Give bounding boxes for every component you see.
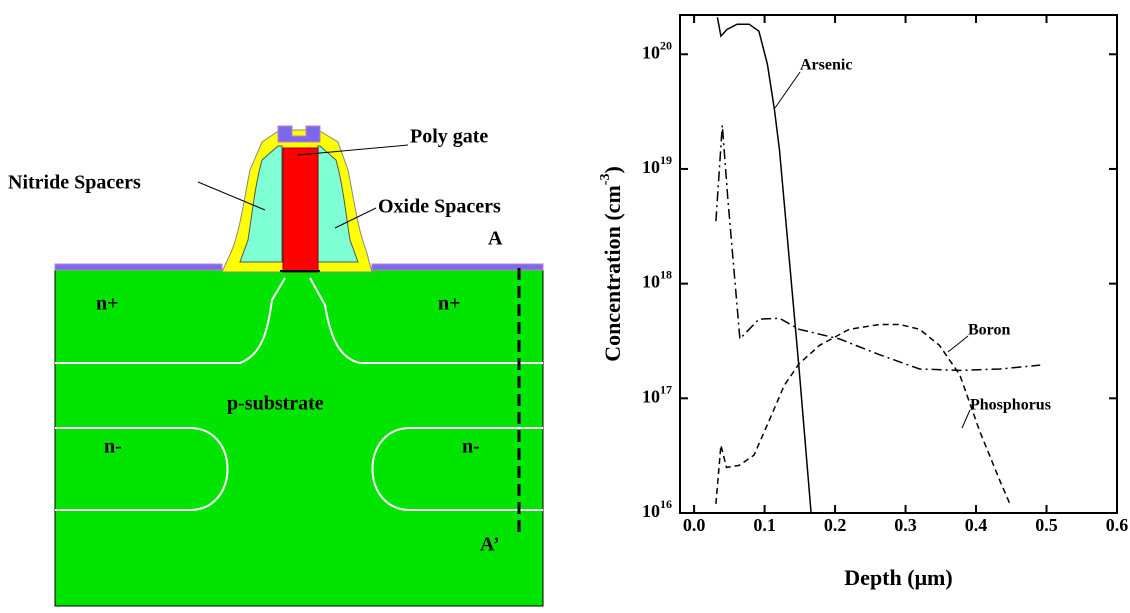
- surface-layer: [372, 264, 543, 270]
- x-tick-label: 0.5: [1035, 515, 1058, 535]
- leader: [962, 410, 970, 428]
- x-tick-label: 0.6: [1106, 515, 1129, 535]
- y-tick-exponent: 17: [660, 382, 672, 396]
- series-label: Arsenic: [800, 57, 852, 74]
- label: Nitride Spacers: [8, 172, 141, 194]
- y-tick-label: 1016: [642, 497, 672, 521]
- y-axis-label-text: Concentration (cm: [600, 185, 625, 362]
- series-line: [717, 17, 811, 513]
- label: A: [488, 228, 503, 250]
- y-axis-label: Concentration (cm-3): [598, 166, 625, 362]
- label: n-: [104, 436, 122, 458]
- y-tick-base: 10: [642, 386, 660, 406]
- y-tick-label: 1019: [642, 153, 672, 177]
- x-tick-label: 0.0: [683, 515, 706, 535]
- y-tick-base: 10: [642, 42, 660, 62]
- y-tick-exponent: 16: [660, 497, 672, 511]
- series-line: [716, 325, 1010, 504]
- label: Poly gate: [410, 126, 488, 148]
- x-tick-label: 0.1: [753, 515, 776, 535]
- label: p-substrate: [227, 393, 324, 415]
- y-tick-exponent: 18: [660, 267, 672, 281]
- label: n+: [438, 293, 461, 315]
- label: n+: [96, 293, 119, 315]
- series-label: Phosphorus: [970, 397, 1051, 414]
- label: A’: [480, 534, 500, 556]
- leader: [775, 72, 800, 108]
- y-axis-label-end: ): [600, 166, 625, 173]
- y-tick-exponent: 20: [660, 38, 672, 52]
- poly-gate: [283, 148, 318, 272]
- y-tick-base: 10: [642, 501, 660, 521]
- x-tick-label: 0.4: [965, 515, 988, 535]
- y-tick-label: 1020: [642, 38, 672, 62]
- plot-frame: [680, 15, 1117, 513]
- label: n-: [462, 436, 480, 458]
- x-tick-label: 0.3: [894, 515, 917, 535]
- y-tick-exponent: 19: [660, 153, 672, 167]
- x-axis-label: Depth (μm): [844, 565, 952, 590]
- leader: [948, 336, 968, 352]
- label: Oxide Spacers: [378, 196, 501, 218]
- y-tick-base: 10: [642, 272, 660, 292]
- x-tick-label: 0.2: [824, 515, 847, 535]
- y-tick-base: 10: [642, 157, 660, 177]
- series-label: Boron: [968, 322, 1010, 339]
- surface-layer: [55, 264, 222, 270]
- figure: Poly gate Nitride Spacers Oxide Spacers …: [0, 0, 1130, 613]
- y-axis-label-sup: -3: [598, 174, 613, 186]
- y-tick-label: 1018: [642, 267, 672, 291]
- y-tick-label: 1017: [642, 382, 672, 406]
- device-diagram: Poly gate Nitride Spacers Oxide Spacers …: [8, 126, 543, 606]
